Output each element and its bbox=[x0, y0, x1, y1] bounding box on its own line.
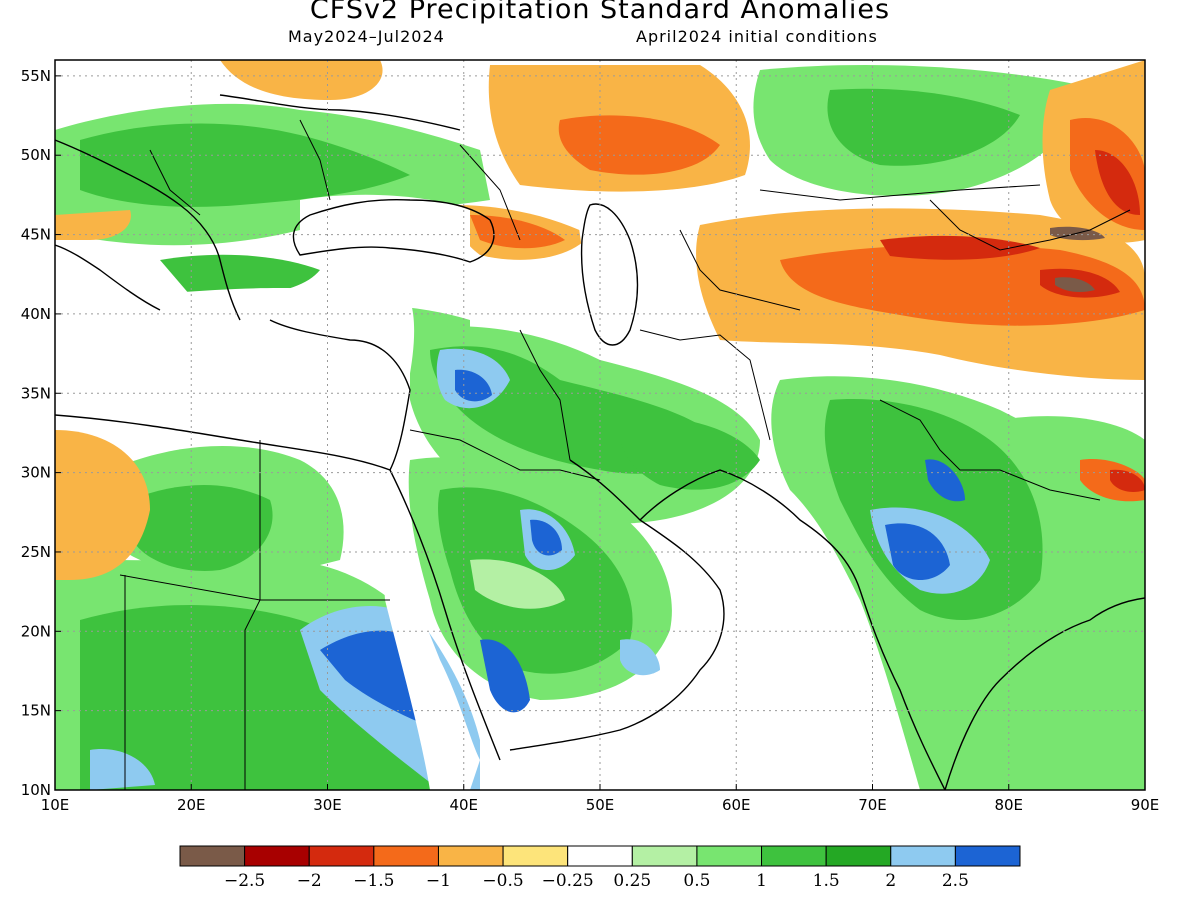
colorbar-label: −0.5 bbox=[482, 871, 523, 891]
lon-tick-label: 30E bbox=[313, 796, 342, 814]
colorbar-label: 2.5 bbox=[942, 871, 969, 891]
colorbar-swatch bbox=[437, 845, 504, 867]
colorbar-label: 0.5 bbox=[683, 871, 710, 891]
colorbar-label: 1.5 bbox=[813, 871, 840, 891]
colorbar-label: −2 bbox=[297, 871, 322, 891]
colorbar-swatch bbox=[244, 845, 310, 867]
map-title: CFSv2 Precipitation Standard Anomalies bbox=[309, 0, 891, 25]
latitude-labels: 10N 15N 20N 25N 30N 35N 40N 45N 50N 55N bbox=[21, 67, 61, 799]
lat-tick-label: 50N bbox=[21, 146, 51, 164]
longitude-labels: 10E 20E 30E 40E 50E 60E 70E 80E 90E bbox=[41, 784, 1160, 814]
colorbar-swatch bbox=[179, 845, 246, 867]
colorbar-label: −2.5 bbox=[224, 871, 265, 891]
borders bbox=[119, 119, 1131, 790]
colorbar-swatch bbox=[308, 845, 375, 867]
lon-tick-label: 20E bbox=[177, 796, 206, 814]
colorbar-label: 0.25 bbox=[613, 871, 651, 891]
lat-tick-label: 45N bbox=[21, 226, 51, 244]
lat-tick-label: 10N bbox=[21, 781, 51, 799]
coastlines bbox=[55, 94, 1145, 790]
colorbar-label: −1.5 bbox=[353, 871, 394, 891]
colorbar-label: −0.25 bbox=[542, 871, 594, 891]
forecast-period: May2024–Jul2024 bbox=[288, 27, 445, 46]
colorbar-labels: −2.5 −2 −1.5 −1 −0.5 −0.25 0.25 0.5 1 1.5 2 2.5 bbox=[224, 871, 969, 891]
lat-tick-label: 55N bbox=[21, 67, 51, 85]
colorbar-swatch bbox=[954, 845, 1021, 867]
lat-tick-label: 30N bbox=[21, 464, 51, 482]
initial-conditions: April2024 initial conditions bbox=[636, 27, 878, 46]
colorbar-swatch bbox=[761, 845, 827, 867]
lon-tick-label: 70E bbox=[858, 796, 887, 814]
lon-tick-label: 50E bbox=[586, 796, 615, 814]
colorbar-label: 1 bbox=[756, 871, 767, 891]
colorbar-swatch bbox=[502, 845, 569, 867]
lat-tick-label: 25N bbox=[21, 543, 51, 561]
colorbar bbox=[179, 845, 1021, 867]
colorbar-swatch bbox=[696, 845, 763, 867]
colorbar-swatch bbox=[890, 845, 956, 867]
lat-tick-label: 40N bbox=[21, 305, 51, 323]
lat-tick-label: 35N bbox=[21, 384, 51, 402]
colorbar-swatch bbox=[567, 845, 633, 867]
colorbar-label: −1 bbox=[426, 871, 451, 891]
lat-tick-label: 15N bbox=[21, 702, 51, 720]
lat-tick-label: 20N bbox=[21, 622, 51, 640]
colorbar-label: 2 bbox=[885, 871, 896, 891]
lon-tick-label: 10E bbox=[41, 796, 70, 814]
colorbar-swatch bbox=[373, 845, 439, 867]
graticule bbox=[55, 60, 1145, 790]
colorbar-swatch bbox=[825, 845, 892, 867]
lon-tick-label: 40E bbox=[449, 796, 478, 814]
colorbar-swatch bbox=[631, 845, 698, 867]
lon-tick-label: 60E bbox=[722, 796, 751, 814]
lon-tick-label: 80E bbox=[994, 796, 1023, 814]
lon-tick-label: 90E bbox=[1131, 796, 1160, 814]
